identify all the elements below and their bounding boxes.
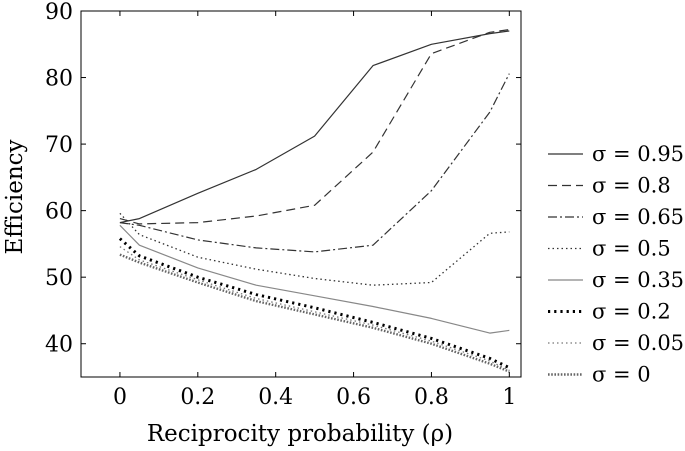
- x-tick-label: 1: [502, 385, 516, 410]
- legend-label: σ = 0.2: [592, 300, 671, 324]
- series-line: [119, 29, 510, 225]
- series-line: [119, 73, 510, 253]
- series-line: [119, 224, 510, 334]
- x-tick-label: 0.2: [180, 385, 215, 410]
- y-tick-label: 50: [45, 266, 73, 291]
- series-line: [119, 30, 510, 224]
- series-line: [119, 246, 510, 371]
- legend: σ = 0.95 σ = 0.8 σ = 0.65 σ = 0.5 σ = 0.35 σ …: [548, 142, 684, 387]
- y-tick-label: 60: [45, 200, 73, 225]
- x-tick-label: 0.8: [414, 385, 449, 410]
- y-tick-label: 70: [45, 133, 73, 158]
- y-tick-label: 40: [45, 333, 73, 358]
- x-axis-label: Reciprocity probability (ρ): [147, 421, 453, 447]
- legend-label: σ = 0.65: [592, 205, 684, 229]
- legend-label: σ = 0.35: [592, 268, 684, 292]
- legend-label: σ = 0.05: [592, 331, 684, 355]
- y-axis-label: Efficiency: [2, 139, 28, 254]
- legend-label: σ = 0: [592, 363, 651, 387]
- series-line: [119, 253, 510, 373]
- y-tick-label: 90: [45, 0, 73, 25]
- plot-area: [118, 29, 510, 373]
- x-tick-label: 0.4: [258, 385, 293, 410]
- x-tick-label: 0.6: [336, 385, 371, 410]
- legend-label: σ = 0.95: [592, 142, 684, 166]
- plot-frame: [80, 10, 522, 378]
- x-tick-label: 0: [113, 385, 127, 410]
- legend-label: σ = 0.5: [592, 237, 671, 261]
- legend-label: σ = 0.8: [592, 174, 671, 198]
- y-tick-label: 80: [45, 67, 73, 92]
- series-line: [119, 212, 510, 286]
- axes: 0 0.2 0.4 0.6 0.8 1 40 50 60 70 80 90: [45, 0, 522, 410]
